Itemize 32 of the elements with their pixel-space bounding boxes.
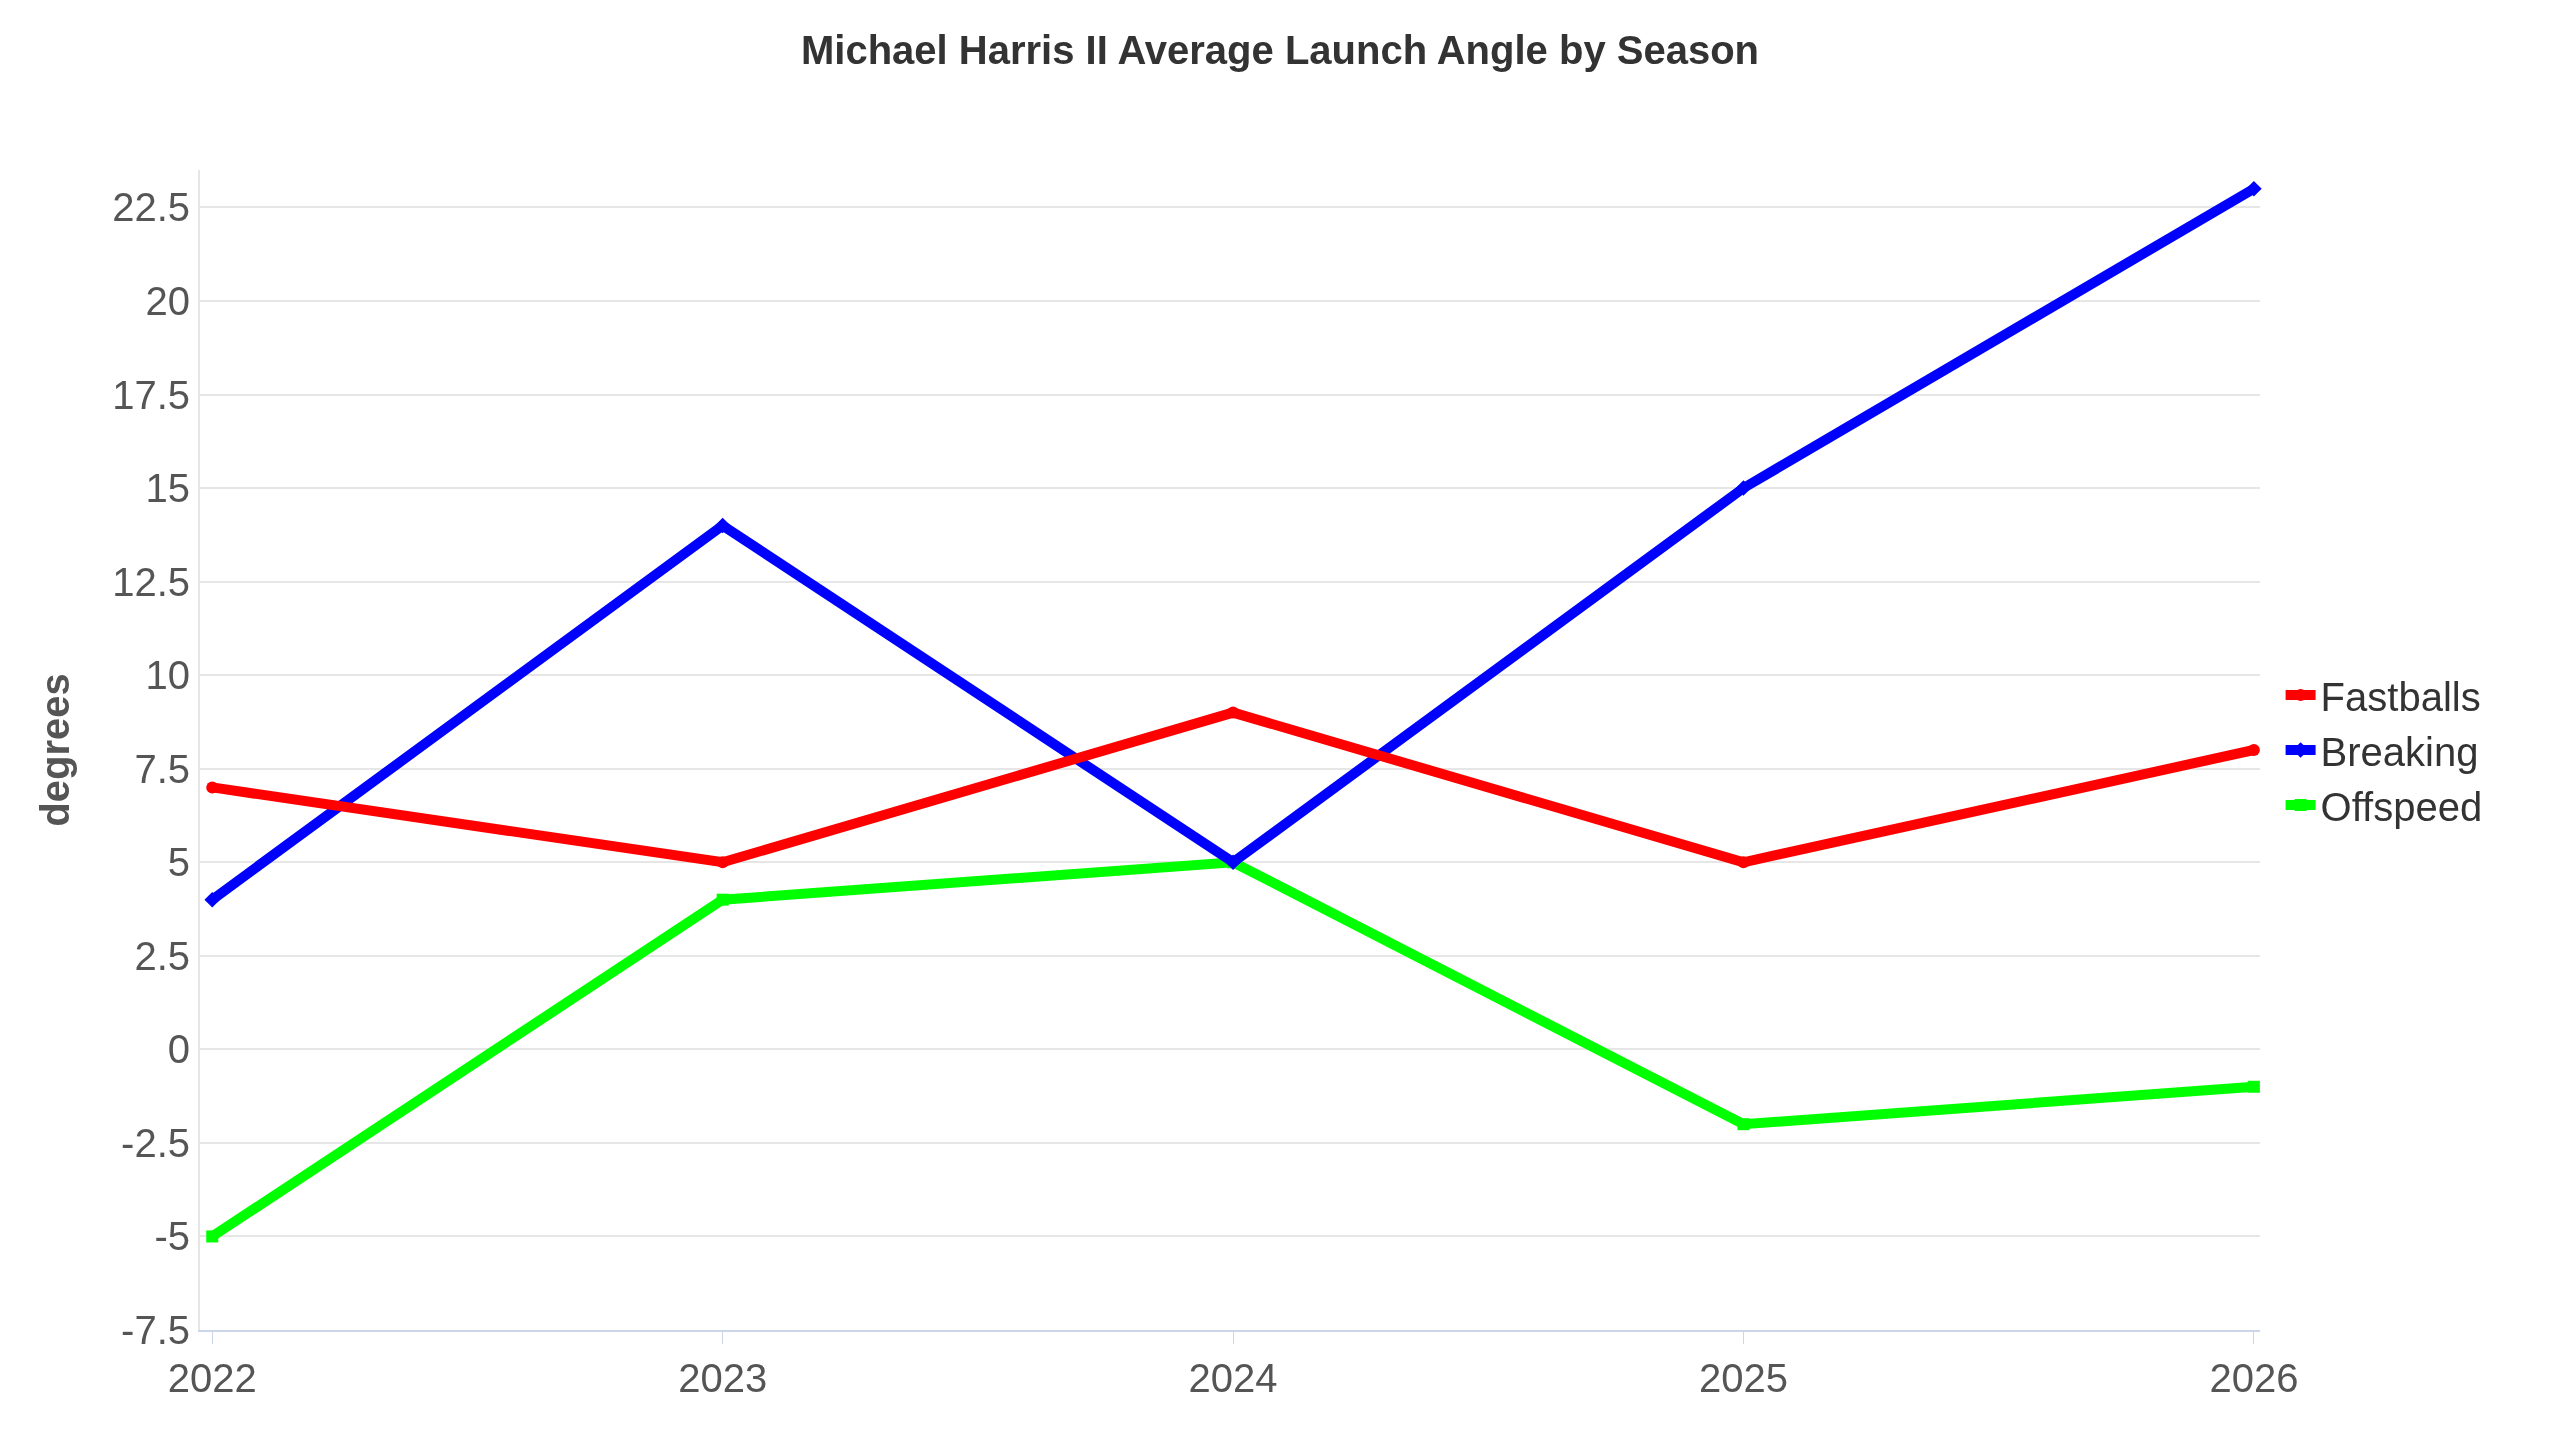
y-tick-label: 2.5 <box>134 933 190 978</box>
x-tick-label: 2025 <box>1698 1356 1788 1400</box>
legend-label: Breaking <box>2320 729 2479 774</box>
x-tick-label: 2026 <box>2209 1356 2299 1400</box>
y-tick-label: -5 <box>154 1214 190 1259</box>
y-tick-label: 12.5 <box>112 559 190 604</box>
y-axis-title: degrees <box>33 673 78 827</box>
chart-title: Michael Harris II Average Launch Angle by Season <box>800 28 1760 72</box>
y-tick-label: 22.5 <box>112 185 190 230</box>
y-tick-label: -7.5 <box>121 1308 190 1352</box>
x-tick-label: 2023 <box>678 1356 768 1400</box>
y-tick-label: 17.5 <box>112 372 190 417</box>
y-tick-label: -2.5 <box>121 1120 190 1165</box>
point <box>206 1230 219 1243</box>
y-tick-label: 5 <box>167 840 190 885</box>
point <box>1227 706 1240 719</box>
point <box>2246 180 2262 197</box>
legend-label: Offspeed <box>2320 784 2483 829</box>
x-tick-label: 2024 <box>1188 1356 1278 1400</box>
point <box>204 891 221 908</box>
point <box>1737 1118 1750 1131</box>
legend-label: Fastballs <box>2320 674 2481 719</box>
y-tick-label: 10 <box>145 653 190 698</box>
y-tick-label: 0 <box>167 1027 190 1072</box>
x-tick-label: 2022 <box>167 1356 257 1400</box>
point <box>2247 1080 2260 1093</box>
point <box>716 893 729 906</box>
y-tick-label: 7.5 <box>134 746 190 791</box>
point <box>714 517 731 534</box>
y-tick-label: 15 <box>145 466 190 511</box>
y-tick-label: 20 <box>145 278 190 323</box>
point <box>1735 480 1752 496</box>
